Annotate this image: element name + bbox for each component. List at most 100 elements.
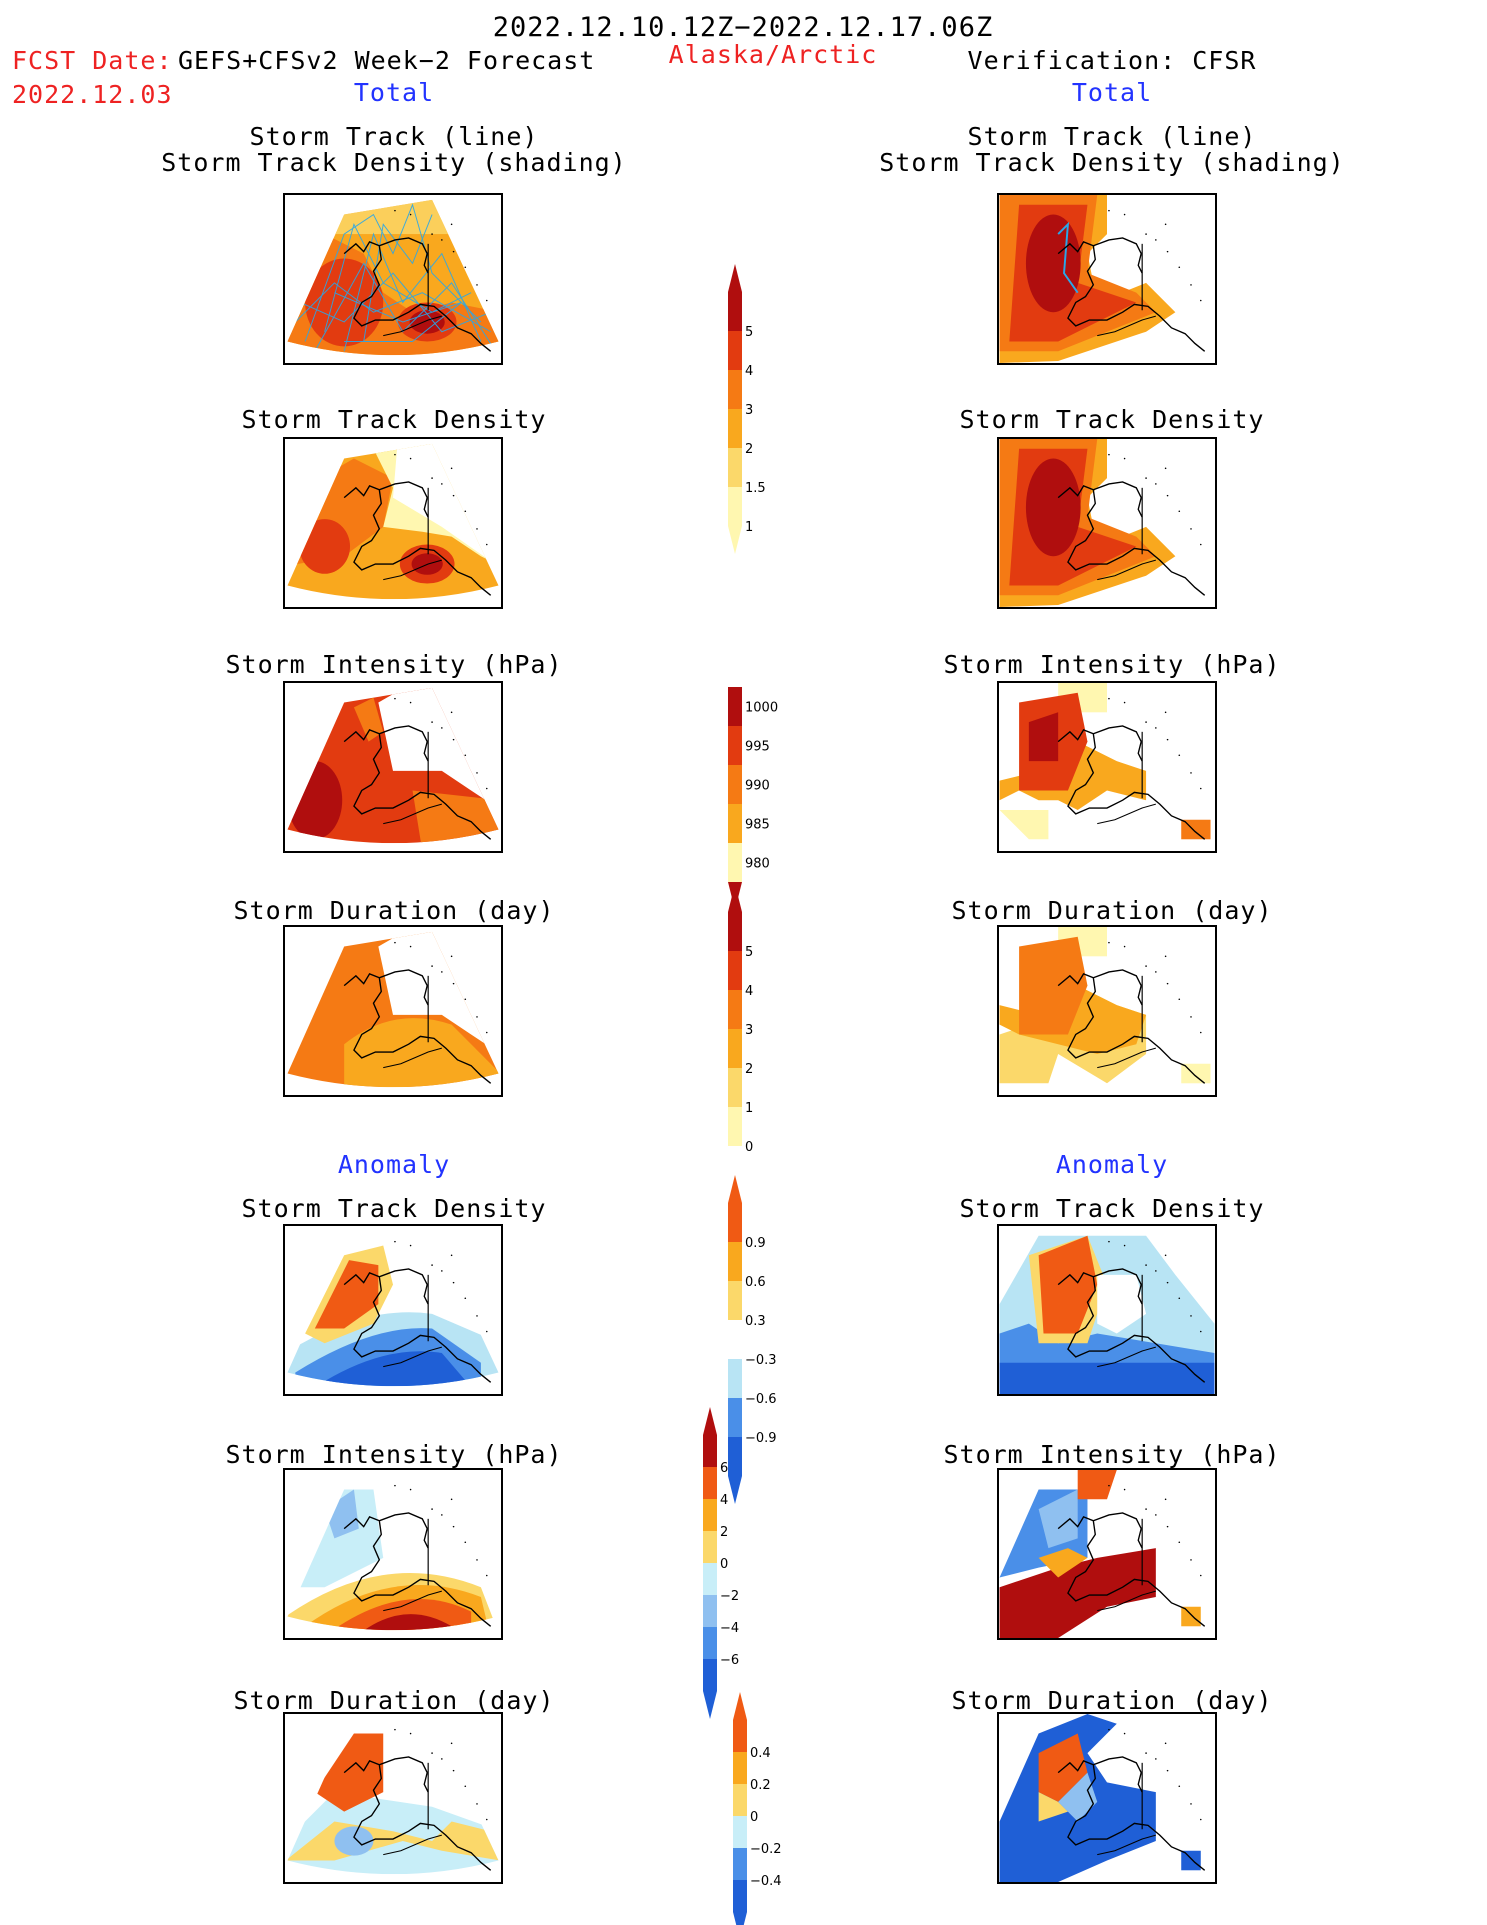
intensity_anom-segment: [703, 1467, 717, 1499]
fcst-date-value: 2022.12.03: [12, 80, 173, 109]
duration_total-tick-label: 5: [745, 945, 753, 960]
duration_anom-tick-label: −0.2: [750, 1842, 782, 1857]
density_total-segment: [728, 292, 742, 331]
right-track-title-2: Storm Track Density (shading): [879, 148, 1345, 177]
density_anom-segment: [728, 1281, 742, 1320]
right-storm-intensity-map: [997, 681, 1217, 853]
intensity_total-tick-label: 985: [745, 818, 770, 833]
left-duration-title: Storm Duration (day): [233, 896, 555, 925]
left-anom-density-map: [283, 1224, 503, 1396]
left-anom-duration-map: [283, 1712, 503, 1884]
colorbar-intensity-anom: 6 4 2 0 −2 −4 −6: [695, 1405, 775, 1719]
density_total-tick-label: 1.5: [745, 481, 766, 496]
colorbar-intensity-total-svg: 1000 995 990 985 980: [728, 659, 778, 910]
density_anom-segment: [728, 1359, 742, 1398]
intensity_total-segment: [728, 726, 742, 765]
left-storm-track-map: [283, 193, 503, 365]
duration_anom-tick-label: 0.4: [750, 1746, 771, 1761]
density_total-top-arrow: [728, 264, 742, 292]
left-intensity-title: Storm Intensity (hPa): [225, 650, 563, 679]
right-density-title: Storm Track Density: [959, 405, 1265, 434]
duration_total-top-arrow: [728, 884, 742, 912]
intensity_anom-segment: [703, 1659, 717, 1691]
intensity_total-tick-label: 1000: [745, 701, 778, 716]
duration_anom-tick-label: 0.2: [750, 1778, 771, 1793]
duration_anom-segment: [733, 1752, 747, 1784]
duration_total-bottom-arrow: [728, 1146, 742, 1174]
left-anom-density-title: Storm Track Density: [241, 1194, 547, 1223]
duration_total-tick-label: 4: [745, 984, 753, 999]
right-track-title-1: Storm Track (line): [967, 122, 1257, 151]
duration_anom-segment: [733, 1816, 747, 1848]
right-anom-intensity-title: Storm Intensity (hPa): [943, 1440, 1281, 1469]
left-anom-intensity-title: Storm Intensity (hPa): [225, 1440, 563, 1469]
duration_anom-tick-label: 0: [750, 1810, 758, 1825]
intensity_total-segment: [728, 804, 742, 843]
density_total-segment: [728, 370, 742, 409]
intensity_anom-segment: [703, 1563, 717, 1595]
intensity_total-tick-label: 995: [745, 740, 770, 755]
density_anom-tick-label: −0.3: [745, 1353, 777, 1368]
duration_anom-top-arrow: [733, 1692, 747, 1720]
duration_total-segment: [728, 951, 742, 990]
density_anom-tick-label: −0.9: [745, 1431, 777, 1446]
density_total-tick-label: 5: [745, 325, 753, 340]
duration_total-tick-label: 0: [745, 1140, 753, 1155]
colorbar-intensity-anom-svg: 6 4 2 0 −2 −4 −6: [703, 1407, 739, 1719]
density_total-segment: [728, 331, 742, 370]
region-label: Alaska/Arctic: [668, 40, 878, 69]
intensity_anom-tick-label: 6: [720, 1461, 728, 1476]
intensity_anom-tick-label: 0: [720, 1557, 728, 1572]
density_anom-segment: [728, 1203, 742, 1242]
density_anom-segment: [728, 1320, 742, 1359]
intensity_total-tick-label: 990: [745, 779, 770, 794]
duration_total-segment: [728, 1029, 742, 1068]
right-intensity-title: Storm Intensity (hPa): [943, 650, 1281, 679]
left-storm-track-density-map: [283, 437, 503, 609]
left-track-title-1: Storm Track (line): [249, 122, 539, 151]
left-storm-duration-map: [283, 925, 503, 1097]
right-storm-track-density-map: [997, 437, 1217, 609]
right-total-label: Total: [1071, 78, 1153, 107]
density_anom-top-arrow: [728, 1175, 742, 1203]
intensity_anom-bottom-arrow: [703, 1691, 717, 1719]
colorbar-intensity-total: 1000 995 990 985 980: [720, 642, 800, 910]
density_anom-bottom-arrow: [728, 1476, 742, 1504]
intensity_anom-segment: [703, 1595, 717, 1627]
density_total-tick-label: 2: [745, 442, 753, 457]
duration_total-tick-label: 3: [745, 1023, 753, 1038]
intensity_anom-top-arrow: [703, 1407, 717, 1435]
duration_total-segment: [728, 912, 742, 951]
right-anom-duration-map: [997, 1712, 1217, 1884]
intensity_total-segment: [728, 843, 742, 882]
density_total-segment: [728, 448, 742, 487]
duration_anom-bottom-arrow: [733, 1912, 747, 1925]
right-storm-track-map: [997, 193, 1217, 365]
density_anom-segment: [728, 1242, 742, 1281]
duration_anom-segment: [733, 1880, 747, 1912]
intensity_anom-segment: [703, 1531, 717, 1563]
right-anom-duration-title: Storm Duration (day): [951, 1686, 1273, 1715]
left-track-title-2: Storm Track Density (shading): [161, 148, 627, 177]
duration_total-tick-label: 2: [745, 1062, 753, 1077]
duration_anom-segment: [733, 1784, 747, 1816]
colorbar-duration-anom-svg: 0.4 0.2 0 −0.2 −0.4: [733, 1692, 782, 1925]
intensity_total-segment: [728, 687, 742, 726]
colorbar-density-anom-svg: 0.9 0.6 0.3 −0.3 −0.6 −0.9: [728, 1175, 777, 1504]
intensity_total-tick-label: 980: [745, 857, 770, 872]
intensity_anom-tick-label: −6: [720, 1653, 739, 1668]
right-anomaly-label: Anomaly: [1055, 1150, 1169, 1179]
density_anom-tick-label: 0.9: [745, 1236, 766, 1251]
fcst-date-label: FCST Date:: [12, 46, 173, 75]
duration_anom-segment: [733, 1720, 747, 1752]
intensity_anom-segment: [703, 1499, 717, 1531]
density_total-segment: [728, 409, 742, 448]
intensity_anom-segment: [703, 1435, 717, 1467]
left-anomaly-label: Anomaly: [337, 1150, 451, 1179]
density_total-tick-label: 1: [745, 520, 753, 535]
duration_total-tick-label: 1: [745, 1101, 753, 1116]
left-anom-duration-title: Storm Duration (day): [233, 1686, 555, 1715]
intensity_total-segment: [728, 765, 742, 804]
intensity_total-top-arrow: [728, 659, 742, 687]
left-anom-intensity-map: [283, 1468, 503, 1640]
